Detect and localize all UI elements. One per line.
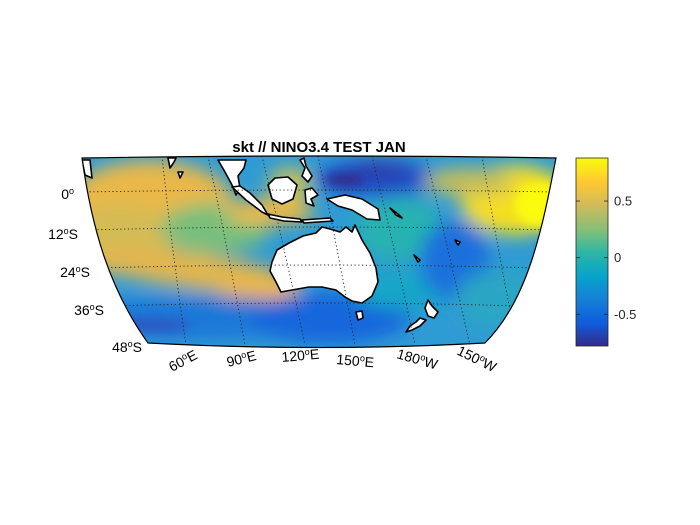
degree-sign: o <box>478 353 487 364</box>
lon-label-60e: 60oE <box>166 346 200 374</box>
lat-label-12s: 12oS <box>48 226 78 242</box>
graticule <box>82 156 556 346</box>
degree-sign: o <box>90 302 95 312</box>
degree-sign: o <box>64 226 69 236</box>
degree-sign: o <box>240 349 247 360</box>
lat-label-48s: 48oS <box>112 339 142 355</box>
colorbar-ticks: 0.5 0 -0.5 <box>576 194 636 322</box>
colorbar-tick-label: -0.5 <box>614 307 636 322</box>
lon-label-90e: 90oE <box>225 347 258 370</box>
lon-label-120e: 120oE <box>281 346 320 365</box>
map-title: skt // NINO3.4 TEST JAN <box>232 139 405 156</box>
lat-label-0: 0o <box>61 186 74 202</box>
map-frame <box>81 155 557 349</box>
degree-sign: o <box>360 353 366 363</box>
land-masses <box>82 157 461 333</box>
lon-label-150w: 150oW <box>455 342 500 375</box>
degree-sign: o <box>76 264 81 274</box>
lon-label-150e: 150oE <box>336 351 375 370</box>
degree-sign: o <box>304 347 310 357</box>
lon-label-180w: 180oW <box>395 346 440 373</box>
degree-sign: o <box>128 339 133 349</box>
degree-sign: o <box>180 351 189 362</box>
degree-sign: o <box>419 352 427 363</box>
latitude-labels: 0o 12oS 24oS 36oS 48oS <box>48 186 142 355</box>
colorbar-tick-label: 0.5 <box>614 194 632 209</box>
map-field <box>82 156 556 348</box>
lat-label-24s: 24oS <box>60 264 90 280</box>
colorbar: 0.5 0 -0.5 <box>575 157 636 347</box>
colorbar-tick-label: 0 <box>614 250 621 265</box>
colorbar-gradient <box>575 157 609 347</box>
lat-label-36s: 36oS <box>74 302 104 318</box>
degree-sign: o <box>69 186 74 196</box>
